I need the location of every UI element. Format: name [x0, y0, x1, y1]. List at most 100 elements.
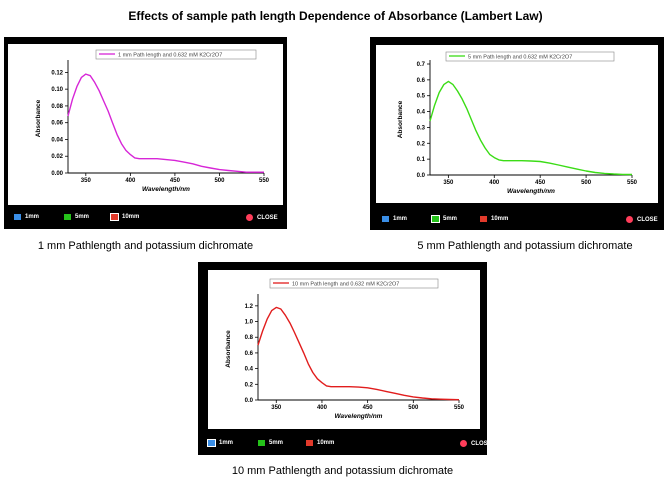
button-10mm-label: 10mm [491, 216, 509, 222]
button-1mm[interactable]: 1mm [208, 440, 233, 446]
legend-box [95, 49, 257, 60]
button-10mm[interactable]: 10mm [111, 214, 139, 220]
close-button-label: CLOSE [637, 216, 658, 223]
plot-area [8, 44, 283, 205]
button-10mm[interactable]: 10mm [306, 440, 334, 446]
y-tick-label: 0.6 [417, 78, 426, 84]
button-5mm-label: 5mm [443, 216, 458, 222]
y-tick-label: 0.02 [51, 154, 63, 160]
y-tick-label: 0.6 [245, 351, 254, 357]
y-tick-label: 0.2 [417, 141, 426, 147]
x-axis-label: Wavelength/nm [335, 413, 383, 420]
chart-panel-1mm: 1 mm Path length and 0.632 mM K2Cr2O7 0.0… [4, 37, 287, 229]
x-tick-label: 400 [489, 180, 500, 186]
close-button[interactable]: CLOSE [626, 216, 658, 223]
absorbance-chart-1mm: 1 mm Path length and 0.632 mM K2Cr2O7 0.0… [8, 44, 283, 205]
button-10mm-label: 10mm [317, 440, 335, 446]
y-tick-label: 0.0 [417, 173, 426, 179]
x-tick-label: 500 [581, 180, 592, 186]
close-dot-icon [246, 214, 253, 221]
y-tick-label: 0.5 [417, 94, 426, 100]
button-10mm[interactable]: 10mm [480, 216, 508, 222]
y-tick-label: 0.10 [51, 87, 63, 93]
x-tick-label: 350 [271, 405, 282, 411]
y-tick-label: 1.2 [245, 304, 254, 310]
y-tick-label: 0.0 [245, 398, 254, 404]
button-10mm-label: 10mm [122, 214, 140, 220]
caption-1mm: 1 mm Pathlength and potassium dichromate [37, 240, 254, 252]
swatch-1mm-icon [382, 216, 389, 222]
y-tick-label: 0.4 [245, 367, 254, 373]
legend: 1 mm Path length and 0.632 mM K2Cr2O7 [95, 49, 257, 60]
absorbance-chart-10mm: 10 mm Path length and 0.632 mM K2Cr2O7 0.… [208, 270, 480, 429]
button-5mm[interactable]: 5mm [258, 440, 283, 446]
close-button-label: CLOSE [471, 440, 492, 447]
chart-panel-10mm: 10 mm Path length and 0.632 mM K2Cr2O7 0.… [198, 262, 492, 455]
x-axis-label: Wavelength/nm [142, 186, 190, 193]
x-tick-label: 500 [214, 178, 225, 184]
x-tick-label: 400 [125, 178, 136, 184]
swatch-5mm-icon [432, 216, 439, 222]
x-tick-label: 550 [259, 178, 270, 184]
legend: 10 mm Path length and 0.632 mM K2Cr2O7 [269, 278, 439, 289]
x-tick-label: 500 [408, 405, 419, 411]
absorbance-series-line [257, 306, 460, 401]
button-1mm-label: 1mm [219, 440, 234, 446]
close-button[interactable]: CLOSE [246, 214, 278, 221]
y-axis-label: Absorbance [225, 330, 232, 368]
plot-area [208, 270, 480, 429]
x-tick-label: 450 [170, 178, 181, 184]
swatch-5mm-icon [258, 440, 265, 446]
close-button-label: CLOSE [257, 214, 278, 221]
close-dot-icon [626, 216, 633, 223]
y-axis-label: Absorbance [35, 99, 42, 137]
y-tick-label: 1.0 [245, 320, 254, 326]
x-tick-label: 350 [443, 180, 454, 186]
absorbance-series-line [429, 80, 633, 176]
legend: 5 mm Path length and 0.632 mM K2Cr2O7 [445, 51, 615, 62]
y-tick-label: 0.04 [51, 137, 63, 143]
swatch-10mm-icon [306, 440, 313, 446]
close-dot-icon [460, 440, 467, 447]
y-tick-label: 0.8 [245, 335, 254, 341]
button-1mm[interactable]: 1mm [382, 216, 407, 222]
caption-5mm: 5 mm Pathlength and potassium dichromate [417, 240, 633, 252]
y-tick-label: 0.06 [51, 121, 63, 127]
y-tick-label: 0.7 [417, 62, 426, 68]
button-1mm[interactable]: 1mm [14, 214, 39, 220]
button-5mm[interactable]: 5mm [432, 216, 457, 222]
legend-label: 10 mm Path length and 0.632 mM K2Cr2O7 [292, 282, 399, 288]
x-tick-label: 450 [535, 180, 546, 186]
button-5mm-label: 5mm [75, 214, 90, 220]
caption-10mm: 10 mm Pathlength and potassium dichromat… [231, 465, 454, 477]
y-tick-label: 0.2 [245, 382, 254, 388]
absorbance-chart-5mm: 5 mm Path length and 0.632 mM K2Cr2O7 0.0… [376, 45, 658, 203]
x-tick-label: 450 [363, 405, 374, 411]
y-tick-label: 0.12 [51, 70, 63, 76]
legend-label: 5 mm Path length and 0.632 mM K2Cr2O7 [468, 55, 572, 61]
legend-label: 1 mm Path length and 0.632 mM K2Cr2O7 [118, 53, 222, 59]
x-tick-label: 400 [317, 405, 328, 411]
swatch-1mm-icon [14, 214, 21, 220]
button-1mm-label: 1mm [25, 214, 40, 220]
swatch-10mm-icon [111, 214, 118, 220]
y-tick-label: 0.3 [417, 125, 426, 131]
button-5mm-label: 5mm [269, 440, 284, 446]
y-tick-label: 0.00 [51, 171, 63, 177]
x-tick-label: 550 [627, 180, 638, 186]
y-axis-label: Absorbance [397, 100, 404, 138]
legend-box [269, 278, 439, 289]
button-5mm[interactable]: 5mm [64, 214, 89, 220]
legend-box [445, 51, 615, 62]
swatch-5mm-icon [64, 214, 71, 220]
x-tick-label: 550 [454, 405, 465, 411]
y-tick-label: 0.4 [417, 110, 426, 116]
close-button[interactable]: CLOSE [460, 440, 492, 447]
absorbance-series-line [67, 73, 264, 173]
chart-panel-5mm: 5 mm Path length and 0.632 mM K2Cr2O7 0.0… [370, 37, 664, 230]
button-1mm-label: 1mm [393, 216, 408, 222]
plot-area [376, 45, 658, 203]
x-axis-label: Wavelength/nm [507, 188, 555, 195]
y-tick-label: 0.1 [417, 157, 426, 163]
swatch-10mm-icon [480, 216, 487, 222]
